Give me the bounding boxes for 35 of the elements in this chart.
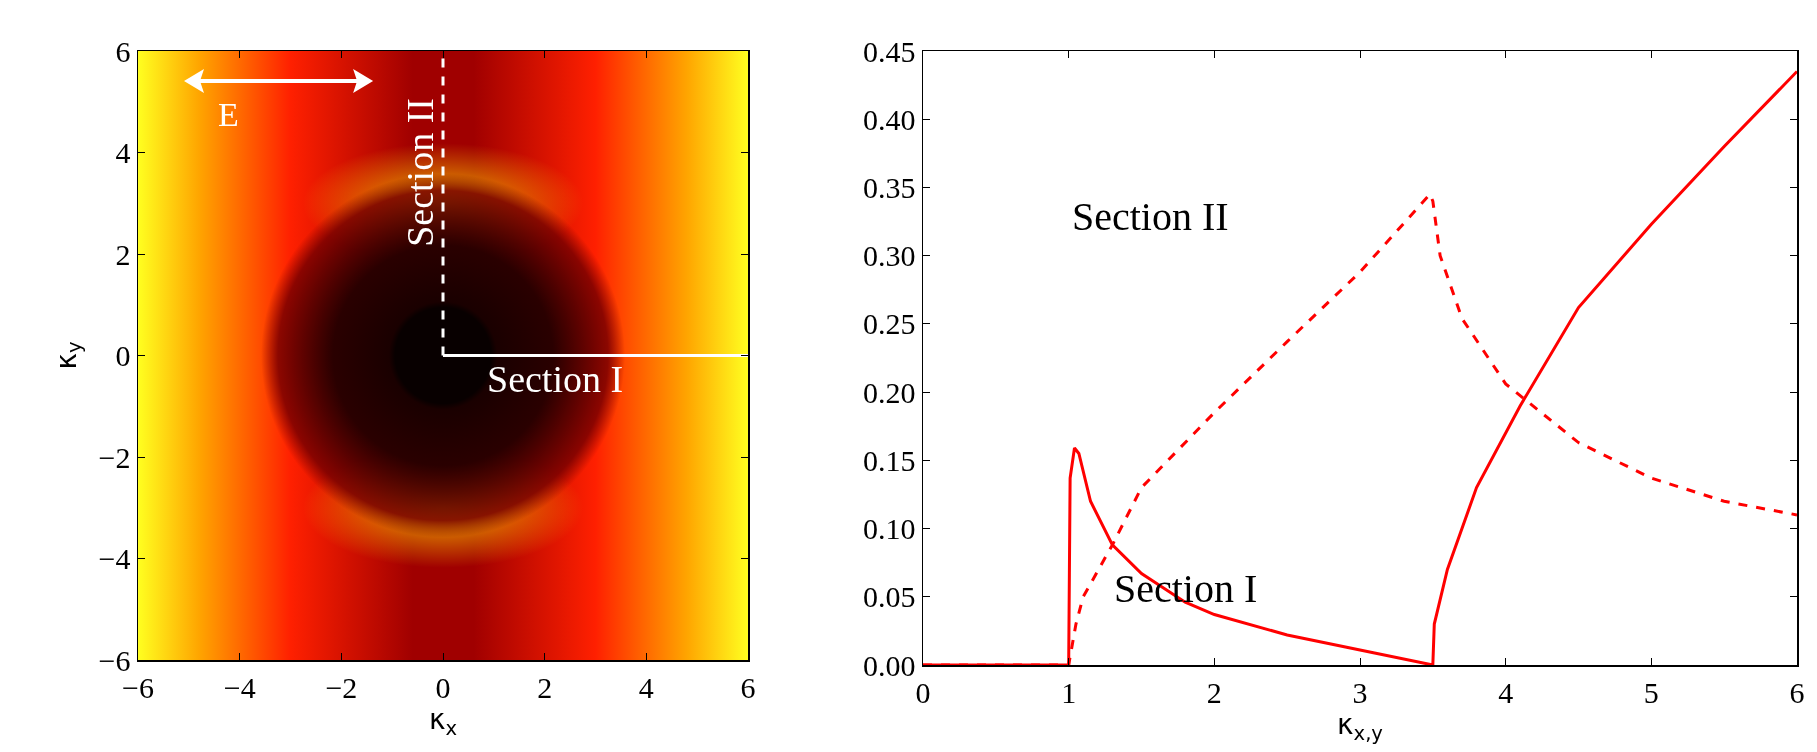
x-tick-label: 4: [638, 670, 654, 704]
x-tick-label: 2: [1206, 675, 1222, 709]
y-tick-label: 0.05: [863, 580, 916, 614]
x-tick-label: 0: [435, 670, 451, 704]
y-tick-label: 0: [115, 339, 131, 372]
x-axis-title: κ$_{x,y}$: [1337, 708, 1384, 746]
y-tick-label: −6: [98, 643, 131, 677]
y-tick-label: 0.20: [863, 375, 916, 409]
y-tick-label: 0.45: [863, 34, 916, 68]
y-tick-label: −4: [98, 542, 131, 575]
x-tick-label: −4: [223, 670, 256, 704]
y-tick-label: 0.15: [863, 443, 916, 477]
x-tick-label: 6: [740, 670, 756, 704]
y-tick-label: 4: [115, 136, 131, 169]
annotation: E⃗: [218, 96, 266, 133]
x-tick-label: 3: [1352, 675, 1368, 709]
y-tick-label: 6: [115, 34, 131, 68]
annotation: Section I: [487, 358, 624, 400]
y-tick-label: 0.00: [863, 648, 916, 682]
y-tick-label: 2: [115, 237, 131, 271]
x-tick-label: 6: [1789, 675, 1805, 709]
x-axis-title: κ$_{x}$: [428, 703, 458, 741]
y-tick-label: −2: [98, 440, 131, 474]
x-tick-label: 1: [1061, 675, 1077, 709]
x-tick-label: 4: [1498, 675, 1514, 709]
y-tick-label: 0.25: [863, 307, 916, 341]
annotation: Section II: [1072, 194, 1229, 239]
y-tick-label: 0.30: [863, 239, 916, 273]
y-tick-label: 0.10: [863, 512, 916, 546]
x-tick-label: 5: [1643, 675, 1659, 709]
y-tick-label: 0.40: [863, 102, 916, 136]
y-tick-label: 0.35: [863, 170, 916, 204]
x-tick-label: −2: [325, 670, 358, 704]
annotation: Section II: [399, 98, 442, 247]
x-tick-label: 2: [537, 670, 553, 704]
